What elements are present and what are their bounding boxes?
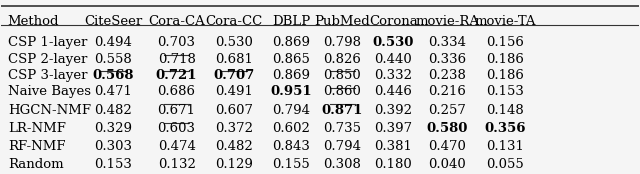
Text: 0.794: 0.794 xyxy=(273,104,310,117)
Text: 0.148: 0.148 xyxy=(486,104,524,117)
Text: 0.336: 0.336 xyxy=(428,53,467,66)
Text: 0.474: 0.474 xyxy=(157,140,196,153)
Text: 0.132: 0.132 xyxy=(157,158,196,171)
Text: RF-NMF: RF-NMF xyxy=(8,140,65,153)
Text: Random: Random xyxy=(8,158,63,171)
Text: 0.850: 0.850 xyxy=(323,69,361,82)
Text: movie-RA: movie-RA xyxy=(415,15,479,28)
Text: 0.381: 0.381 xyxy=(374,140,412,153)
Text: 0.180: 0.180 xyxy=(374,158,412,171)
Text: 0.153: 0.153 xyxy=(486,85,524,98)
Text: 0.735: 0.735 xyxy=(323,122,362,135)
Text: 0.843: 0.843 xyxy=(273,140,310,153)
Text: 0.186: 0.186 xyxy=(486,53,524,66)
Text: 0.471: 0.471 xyxy=(94,85,132,98)
Text: 0.869: 0.869 xyxy=(273,36,310,49)
Text: 0.951: 0.951 xyxy=(271,85,312,98)
Text: 0.860: 0.860 xyxy=(323,85,361,98)
Text: 0.470: 0.470 xyxy=(429,140,467,153)
Text: PubMed: PubMed xyxy=(314,15,370,28)
Text: 0.869: 0.869 xyxy=(273,69,310,82)
Text: 0.530: 0.530 xyxy=(372,36,414,49)
Text: 0.332: 0.332 xyxy=(374,69,412,82)
Text: 0.826: 0.826 xyxy=(323,53,361,66)
Text: 0.040: 0.040 xyxy=(429,158,467,171)
Text: 0.721: 0.721 xyxy=(156,69,197,82)
Text: DBLP: DBLP xyxy=(272,15,310,28)
Text: 0.671: 0.671 xyxy=(157,104,196,117)
Text: 0.871: 0.871 xyxy=(322,104,363,117)
Text: 0.440: 0.440 xyxy=(374,53,412,66)
Text: CiteSeer: CiteSeer xyxy=(84,15,142,28)
Text: 0.216: 0.216 xyxy=(429,85,467,98)
Text: 0.186: 0.186 xyxy=(486,69,524,82)
Text: 0.718: 0.718 xyxy=(157,53,196,66)
Text: 0.329: 0.329 xyxy=(94,122,132,135)
Text: 0.334: 0.334 xyxy=(428,36,467,49)
Text: 0.568: 0.568 xyxy=(92,69,134,82)
Text: 0.303: 0.303 xyxy=(94,140,132,153)
Text: 0.155: 0.155 xyxy=(273,158,310,171)
Text: 0.798: 0.798 xyxy=(323,36,362,49)
Text: Method: Method xyxy=(8,15,60,28)
Text: 0.392: 0.392 xyxy=(374,104,412,117)
Text: Corona: Corona xyxy=(369,15,418,28)
Text: Cora-CC: Cora-CC xyxy=(205,15,262,28)
Text: 0.055: 0.055 xyxy=(486,158,524,171)
Text: CSP 3-layer: CSP 3-layer xyxy=(8,69,87,82)
Text: LR-NMF: LR-NMF xyxy=(8,122,66,135)
Text: 0.530: 0.530 xyxy=(215,36,253,49)
Text: 0.372: 0.372 xyxy=(215,122,253,135)
Text: movie-TA: movie-TA xyxy=(474,15,536,28)
Text: 0.686: 0.686 xyxy=(157,85,196,98)
Text: 0.865: 0.865 xyxy=(273,53,310,66)
Text: 0.397: 0.397 xyxy=(374,122,412,135)
Text: CSP 2-layer: CSP 2-layer xyxy=(8,53,87,66)
Text: Naive Bayes: Naive Bayes xyxy=(8,85,91,98)
Text: 0.794: 0.794 xyxy=(323,140,362,153)
Text: 0.681: 0.681 xyxy=(215,53,253,66)
Text: 0.494: 0.494 xyxy=(94,36,132,49)
Text: 0.446: 0.446 xyxy=(374,85,412,98)
Text: Cora-CA: Cora-CA xyxy=(148,15,205,28)
Text: 0.491: 0.491 xyxy=(215,85,253,98)
Text: 0.131: 0.131 xyxy=(486,140,524,153)
Text: CSP 1-layer: CSP 1-layer xyxy=(8,36,87,49)
Text: 0.558: 0.558 xyxy=(94,53,132,66)
Text: 0.129: 0.129 xyxy=(215,158,253,171)
Text: 0.580: 0.580 xyxy=(427,122,468,135)
Text: HGCN-NMF: HGCN-NMF xyxy=(8,104,91,117)
Text: 0.482: 0.482 xyxy=(94,104,132,117)
Text: 0.603: 0.603 xyxy=(157,122,196,135)
Text: 0.257: 0.257 xyxy=(429,104,467,117)
Text: 0.703: 0.703 xyxy=(157,36,196,49)
Text: 0.356: 0.356 xyxy=(484,122,525,135)
Text: 0.238: 0.238 xyxy=(429,69,467,82)
Text: 0.707: 0.707 xyxy=(213,69,255,82)
Text: 0.607: 0.607 xyxy=(215,104,253,117)
Text: 0.156: 0.156 xyxy=(486,36,524,49)
Text: 0.482: 0.482 xyxy=(215,140,253,153)
Text: 0.308: 0.308 xyxy=(323,158,361,171)
Text: 0.602: 0.602 xyxy=(273,122,310,135)
Text: 0.153: 0.153 xyxy=(94,158,132,171)
